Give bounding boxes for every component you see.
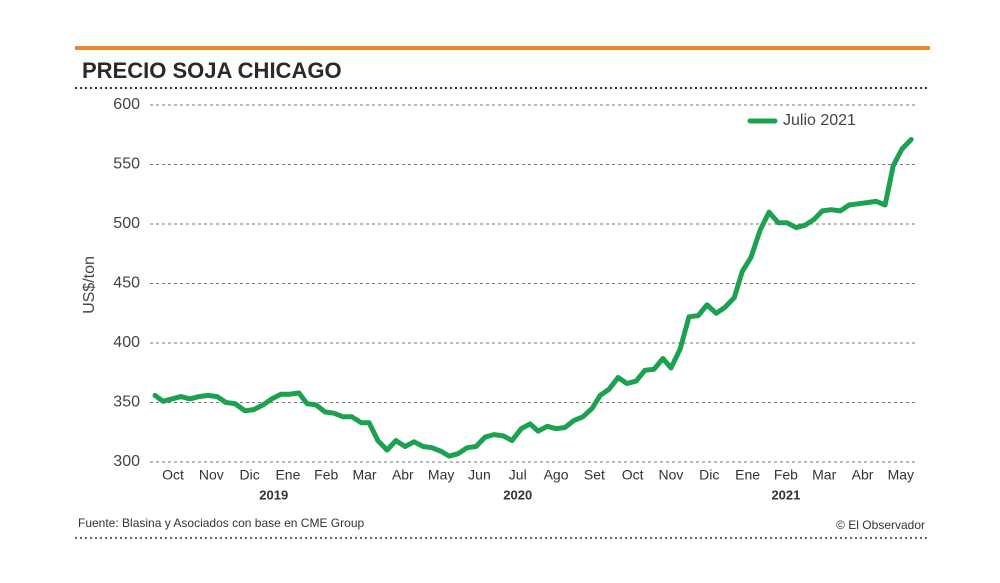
x-tick-label: Feb bbox=[774, 467, 798, 483]
x-tick-label: Ago bbox=[544, 467, 569, 483]
x-tick-label: Set bbox=[584, 467, 605, 483]
data-line bbox=[152, 137, 914, 459]
x-tick-label: Oct bbox=[162, 467, 184, 483]
year-label: 2020 bbox=[503, 487, 532, 502]
x-tick-label: Dic bbox=[239, 467, 259, 483]
x-tick-label: Dic bbox=[699, 467, 719, 483]
year-label: 2019 bbox=[259, 487, 288, 502]
x-tick-label: Nov bbox=[199, 467, 224, 483]
x-tick-label: Oct bbox=[622, 467, 644, 483]
x-tick-label: Mar bbox=[812, 467, 836, 483]
y-tick-label: 600 bbox=[113, 96, 140, 113]
y-tick-label: 350 bbox=[113, 394, 140, 411]
y-tick-label: 300 bbox=[113, 453, 140, 470]
y-tick-label: 550 bbox=[113, 156, 140, 173]
x-tick-label: Jul bbox=[509, 467, 527, 483]
chart-title: PRECIO SOJA CHICAGO bbox=[82, 58, 342, 83]
x-tick-label: May bbox=[428, 467, 454, 483]
y-axis-label: US$/ton bbox=[81, 256, 98, 314]
x-tick-label: Ene bbox=[735, 467, 760, 483]
x-tick-label: May bbox=[888, 467, 914, 483]
credit: © El Observador bbox=[836, 518, 925, 532]
x-tick-label: Ene bbox=[275, 467, 300, 483]
y-tick-label: 400 bbox=[113, 334, 140, 351]
x-tick-label: Abr bbox=[392, 467, 414, 483]
source: Fuente: Blasina y Asociados con base en … bbox=[78, 516, 364, 530]
x-tick-label: Mar bbox=[352, 467, 376, 483]
x-tick-label: Abr bbox=[852, 467, 874, 483]
x-tick-label: Nov bbox=[659, 467, 684, 483]
y-tick-label: 450 bbox=[113, 275, 140, 292]
legend-label: Julio 2021 bbox=[783, 112, 856, 129]
year-label: 2021 bbox=[771, 487, 800, 502]
x-tick-label: Feb bbox=[314, 467, 338, 483]
y-tick-label: 500 bbox=[113, 215, 140, 232]
x-tick-label: Jun bbox=[468, 467, 491, 483]
